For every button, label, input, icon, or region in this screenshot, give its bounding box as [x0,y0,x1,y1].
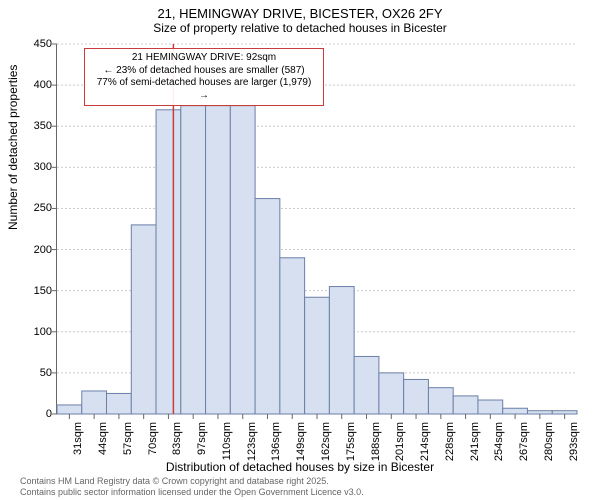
histogram-bar [379,373,404,414]
histogram-bar [329,287,354,414]
y-tick-label: 450 [12,38,52,50]
footer-line-1: Contains HM Land Registry data © Crown c… [20,476,364,487]
x-tick-label: 162sqm [320,422,332,461]
x-tick-label: 149sqm [295,422,307,461]
y-tick-label: 250 [12,202,52,214]
x-tick-label: 57sqm [122,422,134,455]
callout-line-3: 77% of semi-detached houses are larger (… [91,77,317,102]
x-tick-label: 267sqm [518,422,530,461]
x-tick-label: 228sqm [444,422,456,461]
x-tick-label: 293sqm [568,422,580,461]
callout-line-2: ← 23% of detached houses are smaller (58… [91,65,317,78]
x-tick-label: 254sqm [493,422,505,461]
footer-line-2: Contains public sector information licen… [20,487,364,498]
histogram-bar [206,106,231,414]
x-tick-label: 241sqm [469,422,481,461]
x-tick-marks [69,414,564,419]
histogram-bar [404,379,429,414]
y-tick-marks [52,44,57,414]
x-tick-label: 280sqm [543,422,555,461]
x-axis-label: Distribution of detached houses by size … [0,460,600,474]
y-tick-label: 300 [12,161,52,173]
x-tick-label: 83sqm [171,422,183,455]
x-tick-label: 123sqm [246,422,258,461]
y-tick-label: 100 [12,326,52,338]
histogram-bar [255,199,280,414]
x-tick-label: 201sqm [394,422,406,461]
histogram-bar [82,391,107,414]
histogram-bar [156,110,181,414]
callout-line-1: 21 HEMINGWAY DRIVE: 92sqm [91,52,317,65]
chart-title-main: 21, HEMINGWAY DRIVE, BICESTER, OX26 2FY [0,6,600,21]
y-tick-label: 400 [12,79,52,91]
x-tick-label: 214sqm [419,422,431,461]
histogram-bar [503,408,528,414]
histogram-bar [453,396,478,414]
y-tick-label: 0 [12,408,52,420]
histogram-bar [552,411,577,414]
y-tick-label: 200 [12,244,52,256]
chart-title-sub: Size of property relative to detached ho… [0,21,600,35]
title-block: 21, HEMINGWAY DRIVE, BICESTER, OX26 2FY … [0,0,600,35]
histogram-bars [57,106,577,414]
x-tick-label: 110sqm [221,422,233,460]
x-tick-label: 31sqm [72,422,84,455]
histogram-bar [107,393,132,414]
y-tick-label: 50 [12,367,52,379]
histogram-bar [280,258,305,414]
chart-container: 21, HEMINGWAY DRIVE, BICESTER, OX26 2FY … [0,0,600,500]
histogram-bar [230,106,255,414]
x-tick-label: 136sqm [270,422,282,461]
x-tick-label: 188sqm [370,422,382,461]
histogram-bar [478,400,503,414]
histogram-bar [527,411,552,414]
y-tick-label: 350 [12,120,52,132]
x-tick-label: 70sqm [147,422,159,455]
histogram-bar [428,388,453,414]
histogram-bar [305,297,330,414]
histogram-bar [181,106,206,414]
y-tick-label: 150 [12,285,52,297]
x-tick-label: 175sqm [345,422,357,461]
histogram-bar [57,405,82,414]
histogram-bar [131,225,156,414]
histogram-bar [354,356,379,414]
x-tick-label: 97sqm [196,422,208,455]
marker-callout: 21 HEMINGWAY DRIVE: 92sqm ← 23% of detac… [84,48,324,106]
x-tick-label: 44sqm [97,422,109,455]
footer-attribution: Contains HM Land Registry data © Crown c… [20,476,364,498]
